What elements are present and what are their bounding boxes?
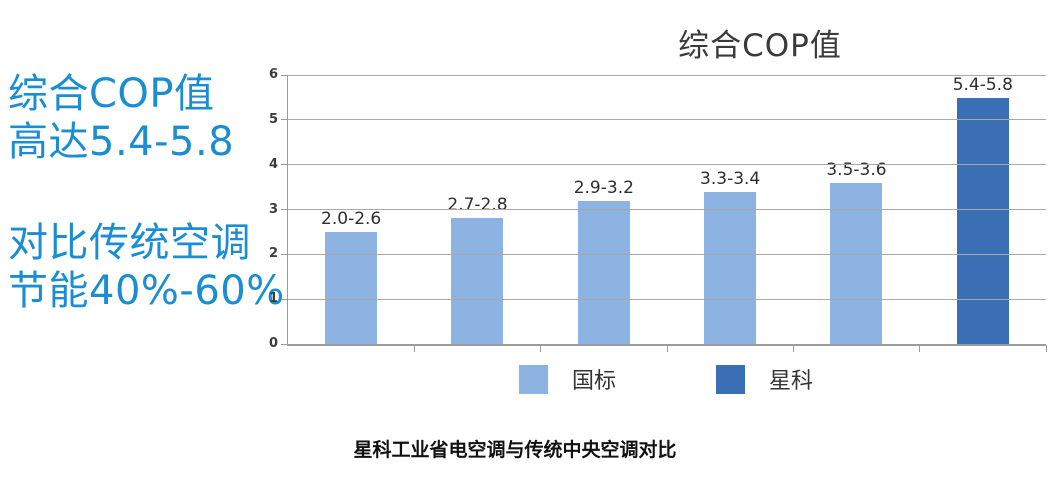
bar — [451, 218, 504, 344]
chart-title: 综合COP值 — [678, 28, 842, 64]
bar — [956, 98, 1009, 344]
y-axis-tick-label: 3 — [268, 201, 278, 217]
bar-category: 5.4-5.8 — [920, 75, 1046, 344]
y-axis-tick — [281, 253, 288, 255]
legend-swatch-icon — [716, 364, 745, 394]
gridline — [288, 74, 1046, 76]
legend-label: 国标 — [571, 369, 616, 394]
chart-legend: 国标 星科 — [287, 363, 1045, 395]
y-axis-tick-label: 6 — [268, 67, 278, 82]
highlight-cop-line2: 高达5.4-5.8 — [8, 119, 235, 165]
figure-caption: 星科工业省电空调与传统中央空调对比 — [353, 439, 677, 461]
x-axis-tick — [1045, 345, 1047, 352]
left-highlight-cop: 综合COP值 高达5.4-5.8 — [8, 70, 234, 166]
legend-label: 星科 — [769, 369, 814, 394]
bar-category: 3.3-3.4 — [667, 75, 793, 344]
gridline — [288, 164, 1046, 166]
y-axis-tick — [281, 343, 288, 345]
x-axis-tick — [919, 345, 921, 352]
y-axis-tick-label: 2 — [268, 246, 278, 262]
bar-data-label: 2.9-3.2 — [573, 177, 634, 198]
x-axis-tick — [413, 345, 415, 352]
bar — [325, 231, 378, 344]
legend-item: 星科 — [716, 363, 813, 395]
y-axis-tick — [281, 74, 288, 76]
y-axis-tick-label: 5 — [268, 111, 278, 127]
y-axis-tick-label: 4 — [268, 156, 278, 172]
y-axis-tick — [281, 209, 288, 210]
gridline — [288, 253, 1046, 255]
y-axis-tick — [281, 119, 288, 121]
bar-category: 2.0-2.6 — [288, 75, 414, 344]
y-axis-tick — [281, 298, 288, 300]
bar-data-label: 3.5-3.6 — [826, 159, 887, 180]
bar-data-label: 2.0-2.6 — [321, 208, 382, 229]
gridline — [288, 298, 1046, 300]
bar — [577, 200, 630, 344]
gridline — [288, 119, 1046, 121]
bar — [704, 191, 757, 344]
highlight-saving-line2: 节能40%-60% — [8, 268, 285, 314]
y-axis-tick — [281, 164, 288, 166]
highlight-saving-line1: 对比传统空调 — [8, 220, 251, 266]
y-axis-tick-label: 0 — [268, 336, 278, 351]
y-axis-tick-label: 1 — [268, 291, 278, 307]
x-axis-tick — [666, 345, 668, 352]
bar-category: 2.7-2.8 — [414, 75, 540, 344]
x-axis-tick — [540, 345, 542, 352]
bar-data-label: 2.7-2.8 — [447, 195, 508, 216]
x-axis-tick — [792, 345, 794, 352]
plot-area: 2.0-2.6 2.7-2.8 2.9-3.2 3.3-3.4 3.5-3.6 5.4-5… — [269, 67, 1047, 352]
gridline — [288, 209, 1046, 210]
bar-data-label: 3.3-3.4 — [700, 168, 761, 189]
bar-data-label: 5.4-5.8 — [952, 75, 1013, 95]
bar-category: 2.9-3.2 — [541, 75, 667, 344]
bar — [830, 182, 883, 344]
legend-swatch-icon — [518, 364, 548, 394]
highlight-cop-line1: 综合COP值 — [8, 71, 215, 117]
left-highlight-saving: 对比传统空调 节能40%-60% — [8, 219, 285, 315]
bar-series-container: 2.0-2.6 2.7-2.8 2.9-3.2 3.3-3.4 3.5-3.6 5.4-5… — [288, 75, 1046, 344]
legend-item: 国标 — [518, 363, 616, 395]
